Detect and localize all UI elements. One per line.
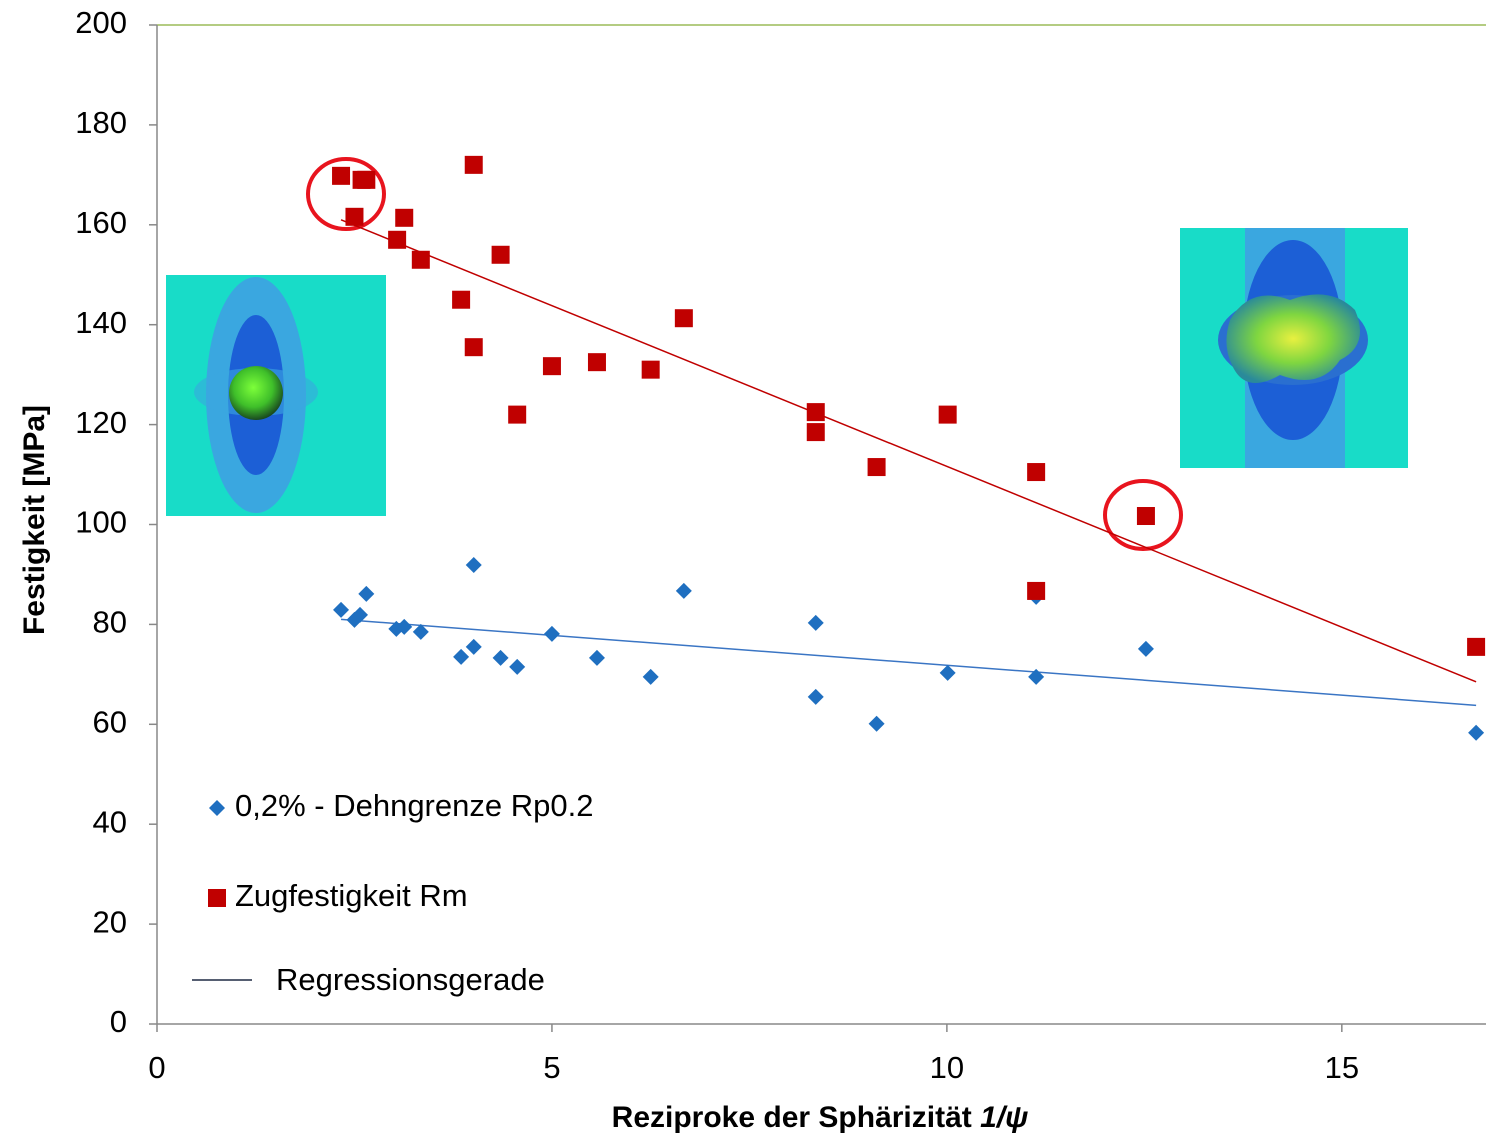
square-marker bbox=[412, 251, 430, 269]
inset-left bbox=[166, 275, 386, 516]
y-tick-label: 200 bbox=[75, 5, 127, 40]
diamond-marker bbox=[643, 669, 659, 685]
diamond-marker bbox=[808, 615, 824, 631]
square-marker bbox=[1027, 463, 1045, 481]
diamond-marker bbox=[1468, 725, 1484, 741]
x-tick-label: 10 bbox=[930, 1050, 964, 1085]
diamond-marker bbox=[466, 557, 482, 573]
square-marker bbox=[939, 406, 957, 424]
diamond-marker bbox=[1138, 641, 1154, 657]
square-marker bbox=[588, 353, 606, 371]
legend-marker bbox=[209, 800, 225, 816]
diamond-marker bbox=[509, 659, 525, 675]
inset-right bbox=[1180, 228, 1408, 468]
square-marker bbox=[642, 361, 660, 379]
y-tick-label: 0 bbox=[110, 1004, 127, 1039]
chart: Reziproke der Sphärizität 1/ψ Festigkeit… bbox=[0, 0, 1486, 1140]
y-tick-label: 20 bbox=[93, 904, 127, 939]
square-marker bbox=[1467, 638, 1485, 656]
y-tick-label: 100 bbox=[75, 505, 127, 540]
x-label-text: Reziproke der Sphärizität bbox=[612, 1101, 972, 1134]
x-tick-label: 0 bbox=[148, 1050, 165, 1085]
y-tick-label: 140 bbox=[75, 305, 127, 340]
square-marker bbox=[465, 338, 483, 356]
legend-marker bbox=[208, 889, 226, 907]
y-tick-label: 180 bbox=[75, 105, 127, 140]
legend-label: 0,2% - Dehngrenze Rp0.2 bbox=[235, 788, 593, 823]
diamond-marker bbox=[869, 716, 885, 732]
square-marker bbox=[388, 231, 406, 249]
square-marker bbox=[543, 357, 561, 375]
y-tick-label: 120 bbox=[75, 405, 127, 440]
x-label-symbol: 1/ψ bbox=[980, 1101, 1028, 1134]
y-tick-label: 40 bbox=[93, 804, 127, 839]
square-marker bbox=[508, 406, 526, 424]
square-marker bbox=[395, 209, 413, 227]
legend-label: Zugfestigkeit Rm bbox=[235, 878, 468, 913]
diamond-marker bbox=[808, 689, 824, 705]
y-axis-label: Festigkeit [MPa] bbox=[18, 405, 51, 635]
square-marker bbox=[357, 171, 375, 189]
diamond-marker bbox=[544, 626, 560, 642]
x-axis-label: Reziproke der Sphärizität 1/ψ bbox=[612, 1101, 1029, 1134]
regression-line bbox=[341, 619, 1476, 705]
x-tick-label: 15 bbox=[1325, 1050, 1359, 1085]
diamond-marker bbox=[676, 583, 692, 599]
diamond-marker bbox=[358, 586, 374, 602]
x-tick-label: 5 bbox=[543, 1050, 560, 1085]
square-marker bbox=[807, 423, 825, 441]
legend-label: Regressionsgerade bbox=[276, 962, 545, 997]
square-marker bbox=[465, 156, 483, 174]
diamond-marker bbox=[333, 602, 349, 618]
diamond-marker bbox=[493, 650, 509, 666]
square-marker bbox=[807, 403, 825, 421]
y-tick-label: 80 bbox=[93, 605, 127, 640]
y-tick-label: 160 bbox=[75, 205, 127, 240]
diamond-marker bbox=[940, 665, 956, 681]
diamond-marker bbox=[589, 650, 605, 666]
square-marker bbox=[675, 309, 693, 327]
square-marker bbox=[345, 208, 363, 226]
square-marker bbox=[1027, 582, 1045, 600]
diamond-marker bbox=[453, 649, 469, 665]
square-marker bbox=[452, 291, 470, 309]
y-tick-label: 60 bbox=[93, 704, 127, 739]
square-marker bbox=[332, 167, 350, 185]
square-marker bbox=[492, 246, 510, 264]
square-marker bbox=[1137, 507, 1155, 525]
diamond-marker bbox=[466, 639, 482, 655]
square-marker bbox=[868, 458, 886, 476]
